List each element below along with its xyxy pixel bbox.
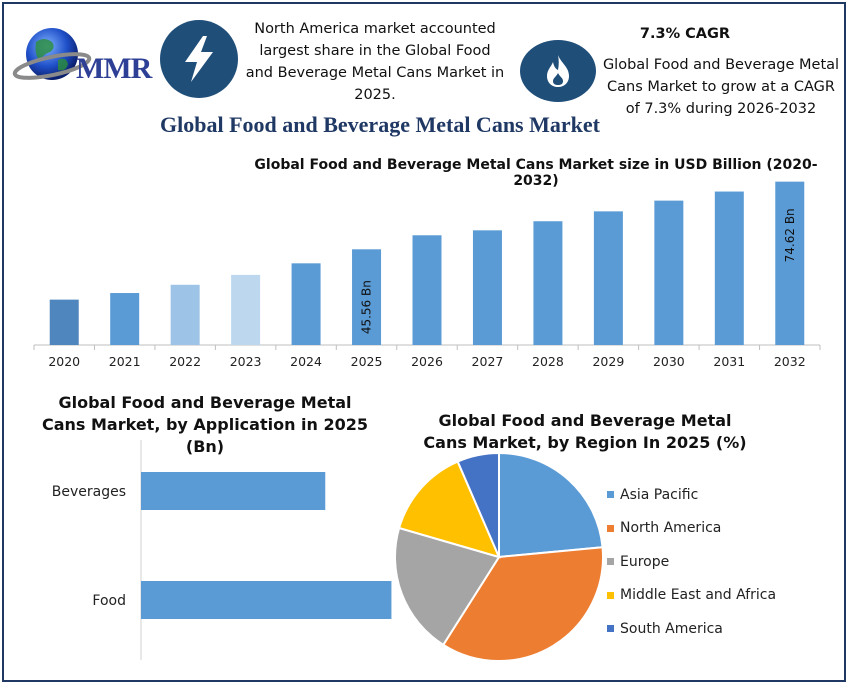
x-tick-label: 2031 — [713, 354, 745, 369]
bar-2025 — [352, 249, 382, 345]
bar-2028 — [533, 221, 563, 345]
legend-item: Asia Pacific — [607, 478, 776, 512]
legend-swatch — [607, 491, 614, 499]
legend-item: Europe — [607, 545, 776, 579]
x-tick-label: 2029 — [592, 354, 624, 369]
application-chart-title: Global Food and Beverage Metal Cans Mark… — [41, 393, 369, 456]
mmr-logo: MMR — [12, 22, 157, 92]
bar-2024 — [291, 263, 321, 345]
flame-icon — [520, 40, 596, 102]
x-tick-label: 2020 — [48, 354, 80, 369]
x-tick-label: 2032 — [774, 354, 806, 369]
bar-data-label: 74.62 Bn — [783, 208, 797, 262]
x-tick-label: 2024 — [290, 354, 322, 369]
bar-2020 — [49, 299, 79, 345]
cagr-title: 7.3% CAGR — [639, 26, 731, 42]
logo-text: MMR — [76, 52, 152, 85]
legend-item: North America — [607, 512, 776, 546]
region-chart-title: Global Food and Beverage Metal Cans Mark… — [423, 411, 747, 452]
bar-2029 — [593, 211, 623, 345]
x-tick-label: 2028 — [532, 354, 564, 369]
legend-label: South America — [620, 620, 723, 637]
bar-2032 — [775, 181, 805, 345]
legend-label: North America — [620, 520, 722, 537]
x-tick-label: 2022 — [169, 354, 201, 369]
bar-2022 — [170, 284, 200, 345]
legend-item: South America — [607, 612, 776, 646]
cagr-info-text: Global Food and Beverage Metal Cans Mark… — [602, 57, 840, 117]
x-tick-label: 2025 — [351, 354, 383, 369]
main-title: Global Food and Beverage Metal Cans Mark… — [160, 112, 600, 137]
bar-2031 — [714, 191, 744, 345]
bar-2030 — [654, 200, 684, 345]
lightning-bolt-icon — [160, 20, 238, 98]
bar-chart-title: Global Food and Beverage Metal Cans Mark… — [254, 157, 818, 189]
legend-swatch — [607, 625, 614, 633]
legend-swatch — [607, 591, 614, 599]
x-tick-label: 2030 — [653, 354, 685, 369]
bar-2023 — [231, 274, 261, 345]
legend-label: Europe — [620, 553, 670, 570]
bar-2021 — [110, 293, 140, 345]
legend-label: Middle East and Africa — [620, 587, 777, 604]
legend-label: Asia Pacific — [620, 486, 699, 503]
bar-2027 — [472, 230, 502, 345]
region-legend: Asia Pacific North America Europe Middle Ea… — [607, 478, 776, 646]
x-tick-label: 2023 — [230, 354, 262, 369]
x-tick-label: 2026 — [411, 354, 443, 369]
legend-swatch — [607, 524, 614, 532]
north-america-info-text: North America market accounted largest s… — [245, 21, 505, 103]
legend-swatch — [607, 558, 614, 566]
legend-item: Middle East and Africa — [607, 579, 776, 613]
bar-data-label: 45.56 Bn — [360, 280, 374, 334]
x-tick-label: 2021 — [109, 354, 141, 369]
bar-2026 — [412, 235, 442, 345]
globe-icon — [12, 28, 92, 80]
x-tick-label: 2027 — [472, 354, 504, 369]
